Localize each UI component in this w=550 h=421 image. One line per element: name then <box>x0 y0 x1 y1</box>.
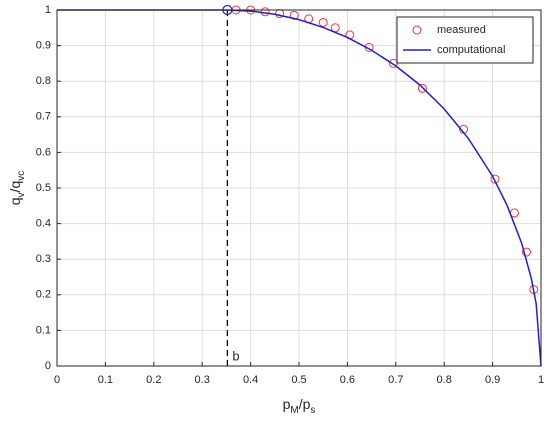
y-tick-label: 0.2 <box>36 289 51 301</box>
x-tick-label: 0.9 <box>485 374 500 386</box>
x-tick-label: 0.1 <box>98 374 113 386</box>
label-part: s <box>310 405 315 416</box>
y-tick-label: 0.5 <box>36 182 51 194</box>
label-part: p <box>283 396 291 412</box>
series-line <box>57 9 542 367</box>
y-tick-label: 1 <box>45 4 51 16</box>
y-tick-label: 0.8 <box>36 75 51 87</box>
data-point <box>521 247 531 257</box>
data-point <box>289 10 299 20</box>
x-tick-label: 1 <box>538 374 544 386</box>
axes-box <box>56 9 542 367</box>
y-tick-label: 0.7 <box>36 111 51 123</box>
legend-label: computational <box>437 44 506 56</box>
label-part: M <box>290 405 298 416</box>
label-part: vc <box>16 171 27 181</box>
legend-symbol <box>412 25 422 35</box>
annotation-label: b <box>232 348 239 363</box>
y-tick-label: 0.3 <box>36 253 51 265</box>
label-part: /p <box>299 396 311 412</box>
x-tick-label: 0.8 <box>437 374 452 386</box>
x-tick-label: 0.6 <box>340 374 355 386</box>
legend-label: measured <box>437 24 486 36</box>
y-tick-label: 0.4 <box>36 218 51 230</box>
y-tick-label: 0.9 <box>36 40 51 52</box>
data-point <box>490 174 500 184</box>
x-axis-label: pM/ps <box>283 396 316 416</box>
x-tick-label: 0.7 <box>388 374 403 386</box>
x-tick-label: 0.5 <box>291 374 306 386</box>
label-part: v <box>16 192 27 197</box>
x-tick-label: 0.4 <box>243 374 258 386</box>
data-point <box>318 17 328 27</box>
legend-box <box>396 16 534 64</box>
data-point <box>417 83 427 93</box>
label-part: q <box>7 197 23 205</box>
x-tick-label: 0.3 <box>195 374 210 386</box>
label-part: /q <box>7 181 23 193</box>
y-tick-label: 0.1 <box>36 324 51 336</box>
x-tick-label: 0.2 <box>146 374 161 386</box>
x-tick-label: 0 <box>54 374 60 386</box>
y-axis-label: qv/qvc <box>7 171 27 205</box>
y-tick-label: 0 <box>45 360 51 372</box>
y-tick-label: 0.6 <box>36 146 51 158</box>
